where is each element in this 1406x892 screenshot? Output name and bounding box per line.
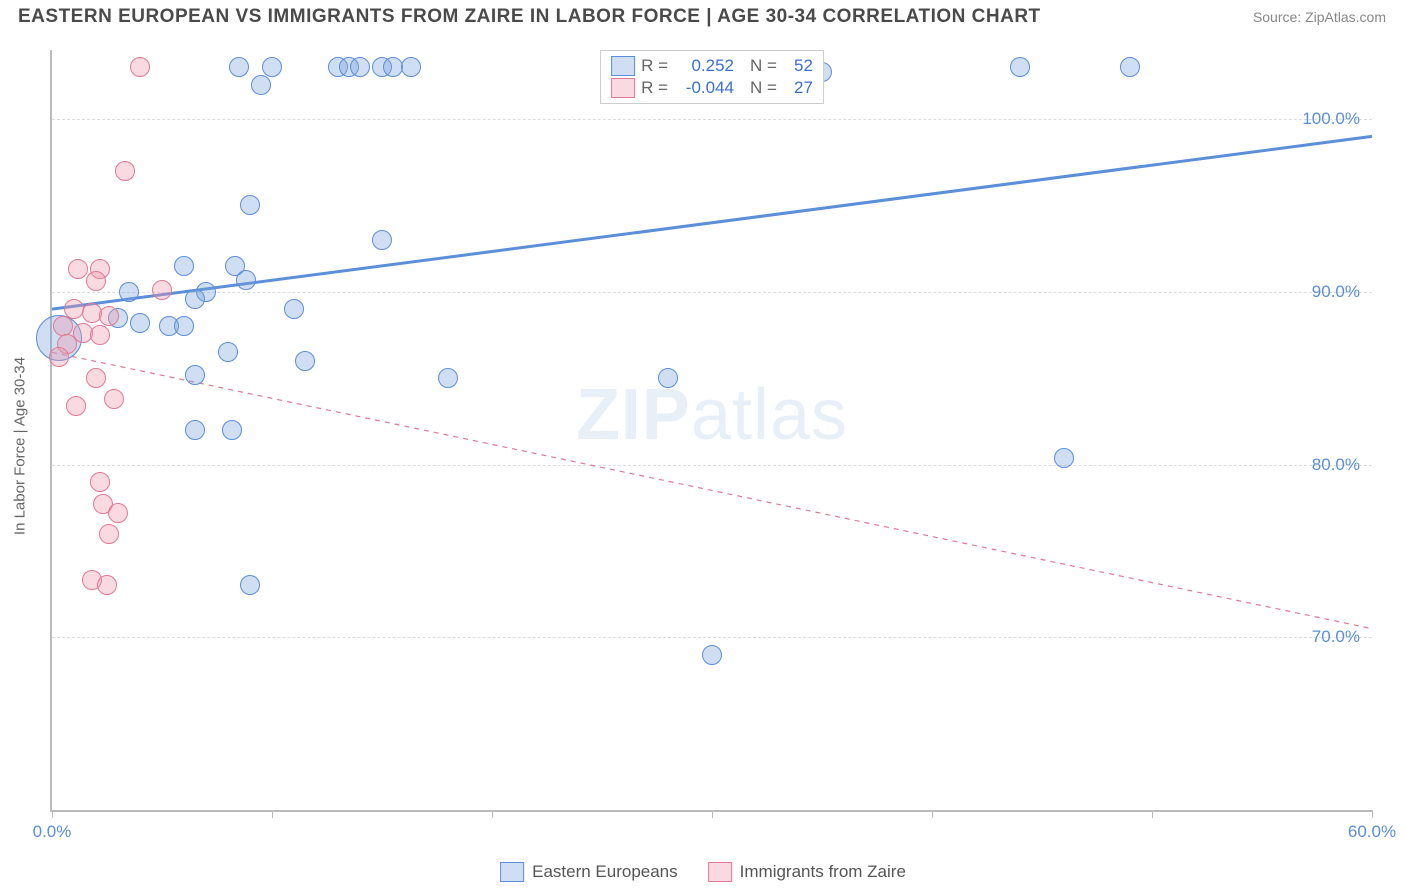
data-point xyxy=(262,57,282,77)
y-axis-label: In Labor Force | Age 30-34 xyxy=(12,357,29,535)
data-point xyxy=(90,325,110,345)
stat-n-value: 27 xyxy=(783,78,813,98)
data-point xyxy=(236,270,256,290)
x-tick xyxy=(932,810,933,818)
stat-n-label: N = xyxy=(750,78,777,98)
data-point xyxy=(66,396,86,416)
chart-container: EASTERN EUROPEAN VS IMMIGRANTS FROM ZAIR… xyxy=(0,0,1406,892)
data-point xyxy=(1054,448,1074,468)
data-point xyxy=(174,316,194,336)
scatter-markers xyxy=(52,50,1372,810)
data-point xyxy=(702,645,722,665)
data-point xyxy=(152,280,172,300)
data-point xyxy=(68,259,88,279)
x-tick xyxy=(52,810,53,818)
x-tick xyxy=(492,810,493,818)
data-point xyxy=(185,365,205,385)
data-point xyxy=(130,313,150,333)
data-point xyxy=(99,524,119,544)
swatch-icon xyxy=(611,56,635,76)
data-point xyxy=(218,342,238,362)
correlation-stats-box: R = 0.252 N = 52 R = -0.044 N = 27 xyxy=(600,50,824,104)
legend-item: Eastern Europeans xyxy=(500,862,678,882)
stats-row: R = 0.252 N = 52 xyxy=(611,55,813,77)
stat-r-label: R = xyxy=(641,56,668,76)
data-point xyxy=(229,57,249,77)
data-point xyxy=(401,57,421,77)
data-point xyxy=(240,195,260,215)
chart-title: EASTERN EUROPEAN VS IMMIGRANTS FROM ZAIR… xyxy=(18,6,1041,28)
data-point xyxy=(86,368,106,388)
legend-label: Eastern Europeans xyxy=(532,862,678,882)
legend-item: Immigrants from Zaire xyxy=(708,862,906,882)
stat-n-label: N = xyxy=(750,56,777,76)
data-point xyxy=(174,256,194,276)
data-point xyxy=(108,503,128,523)
data-point xyxy=(222,420,242,440)
stat-n-value: 52 xyxy=(783,56,813,76)
swatch-icon xyxy=(500,862,524,882)
data-point xyxy=(1010,57,1030,77)
data-point xyxy=(130,57,150,77)
data-point xyxy=(99,306,119,326)
data-point xyxy=(104,389,124,409)
source-attribution: Source: ZipAtlas.com xyxy=(1253,9,1386,25)
title-bar: EASTERN EUROPEAN VS IMMIGRANTS FROM ZAIR… xyxy=(0,0,1406,28)
legend-label: Immigrants from Zaire xyxy=(740,862,906,882)
plot-area: ZIPatlas 100.0%90.0%80.0%70.0%0.0%60.0% … xyxy=(50,50,1372,812)
stat-r-value: 0.252 xyxy=(674,56,734,76)
x-tick-label: 60.0% xyxy=(1348,822,1396,842)
x-tick xyxy=(1372,810,1373,818)
data-point xyxy=(185,420,205,440)
data-point xyxy=(90,472,110,492)
swatch-icon xyxy=(611,78,635,98)
data-point xyxy=(1120,57,1140,77)
data-point xyxy=(438,368,458,388)
swatch-icon xyxy=(708,862,732,882)
data-point xyxy=(86,271,106,291)
data-point xyxy=(350,57,370,77)
x-tick xyxy=(1152,810,1153,818)
series-legend: Eastern Europeans Immigrants from Zaire xyxy=(500,862,906,882)
x-tick xyxy=(272,810,273,818)
data-point xyxy=(49,347,69,367)
data-point xyxy=(295,351,315,371)
data-point xyxy=(251,75,271,95)
x-tick xyxy=(712,810,713,818)
data-point xyxy=(119,282,139,302)
stat-r-label: R = xyxy=(641,78,668,98)
data-point xyxy=(284,299,304,319)
data-point xyxy=(185,289,205,309)
stat-r-value: -0.044 xyxy=(674,78,734,98)
data-point xyxy=(240,575,260,595)
data-point xyxy=(115,161,135,181)
data-point xyxy=(658,368,678,388)
x-tick-label: 0.0% xyxy=(33,822,72,842)
data-point xyxy=(372,230,392,250)
stats-row: R = -0.044 N = 27 xyxy=(611,77,813,99)
data-point xyxy=(97,575,117,595)
